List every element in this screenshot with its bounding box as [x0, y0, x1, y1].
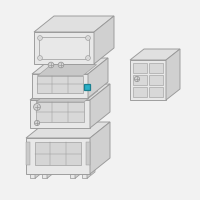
Polygon shape — [75, 168, 83, 178]
Polygon shape — [42, 174, 47, 178]
Circle shape — [38, 56, 42, 60]
Circle shape — [38, 36, 42, 40]
Circle shape — [86, 56, 90, 60]
Polygon shape — [37, 76, 83, 93]
Polygon shape — [133, 63, 147, 73]
Polygon shape — [130, 49, 180, 60]
Polygon shape — [30, 100, 90, 128]
Polygon shape — [166, 49, 180, 100]
Polygon shape — [133, 75, 147, 85]
Polygon shape — [34, 32, 94, 64]
Circle shape — [58, 62, 64, 68]
Polygon shape — [36, 102, 84, 122]
Polygon shape — [32, 74, 88, 98]
Polygon shape — [90, 84, 110, 128]
Polygon shape — [86, 142, 90, 165]
Polygon shape — [149, 87, 163, 97]
Polygon shape — [30, 174, 35, 178]
Circle shape — [34, 120, 40, 126]
Circle shape — [48, 62, 54, 68]
Polygon shape — [88, 58, 108, 98]
Polygon shape — [149, 63, 163, 73]
Polygon shape — [149, 75, 163, 85]
Polygon shape — [35, 168, 43, 178]
Polygon shape — [94, 16, 114, 64]
Polygon shape — [32, 58, 108, 74]
Polygon shape — [26, 142, 30, 165]
Polygon shape — [34, 16, 114, 32]
Polygon shape — [35, 142, 81, 165]
Polygon shape — [133, 87, 147, 97]
Polygon shape — [37, 65, 97, 76]
Polygon shape — [84, 84, 90, 90]
Polygon shape — [70, 174, 75, 178]
Polygon shape — [130, 60, 166, 100]
Polygon shape — [90, 122, 110, 174]
Polygon shape — [87, 168, 95, 178]
Polygon shape — [26, 138, 90, 174]
Polygon shape — [26, 122, 110, 138]
Polygon shape — [30, 84, 110, 100]
Circle shape — [34, 104, 40, 110]
Circle shape — [86, 36, 90, 40]
Circle shape — [134, 76, 140, 82]
Polygon shape — [47, 168, 55, 178]
Polygon shape — [82, 174, 87, 178]
Polygon shape — [36, 91, 98, 102]
